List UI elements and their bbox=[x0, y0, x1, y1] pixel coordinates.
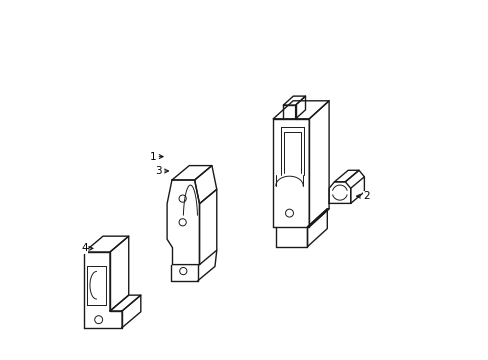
Text: 4: 4 bbox=[81, 243, 93, 253]
Text: 1: 1 bbox=[149, 152, 163, 162]
Text: 2: 2 bbox=[356, 191, 369, 201]
Text: 3: 3 bbox=[155, 166, 168, 176]
